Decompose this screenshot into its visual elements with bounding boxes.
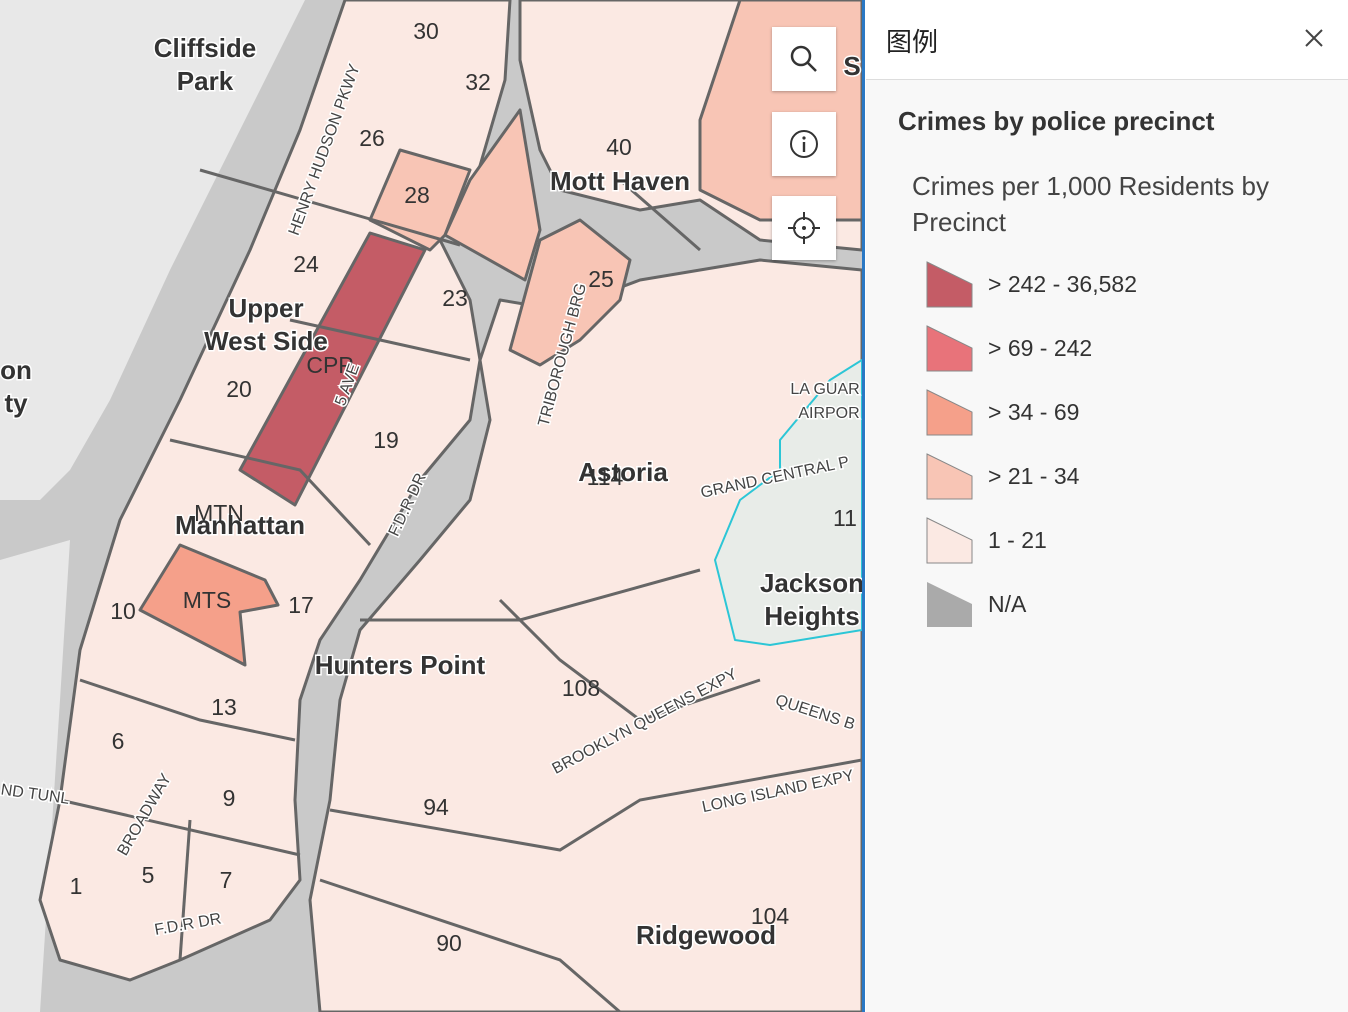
precinct-label: 23 (442, 285, 468, 311)
precinct-label: 104 (751, 903, 790, 929)
place-label: Cliffside (154, 33, 257, 63)
legend-swatch (926, 517, 973, 564)
legend-swatch (926, 325, 973, 372)
place-label: Hunters Point (315, 650, 486, 680)
legend-label: N/A (988, 591, 1027, 617)
legend-panel: 图例 > 242 - 36,582 > 69 - 242 > 34 - 69 > 21… (866, 0, 1348, 1012)
panel-header: 图例 (866, 0, 1348, 80)
precinct-label: MTS (183, 587, 232, 613)
boundary (289, 318, 471, 362)
panel-title: 图例 (886, 28, 939, 58)
precinct (508, 218, 632, 367)
precinct-label: 26 (359, 125, 385, 151)
precinct (238, 231, 427, 507)
boundary (199, 168, 461, 247)
place-label: Heights (764, 601, 859, 631)
precinct-label: 40 (606, 134, 632, 160)
place-label: on (0, 355, 32, 385)
precinct-label: 24 (293, 251, 319, 277)
airport-area (714, 359, 862, 646)
precinct-label: CPP (306, 352, 353, 378)
legend-swatch (926, 261, 973, 308)
legend-label: > 21 - 34 (988, 463, 1080, 489)
boundary (59, 798, 301, 857)
road-label: LA GUAR (790, 381, 859, 398)
legend-swatch (927, 582, 972, 627)
precinct (138, 543, 280, 667)
boundary (619, 178, 701, 252)
field-title: Crimes per 1,000 Residents by Precinct (912, 171, 1269, 237)
precinct-label: 6 (112, 728, 125, 754)
place-label: ty (4, 388, 28, 418)
boundary (319, 878, 621, 1012)
precinct-label: 108 (562, 675, 600, 701)
place-label: Astoria (578, 457, 668, 487)
place-label: S (843, 51, 860, 81)
place-label: Ridgewood (636, 920, 776, 950)
boundary (79, 678, 296, 742)
precinct-label: 28 (404, 182, 430, 208)
precinct-label: 10 (110, 598, 136, 624)
legend-swatch (926, 389, 973, 436)
precinct-label: 7 (220, 867, 233, 893)
close-button[interactable] (1302, 26, 1326, 50)
legend-label: > 69 - 242 (988, 335, 1092, 361)
precinct-label: 32 (465, 69, 491, 95)
legend-swatch (926, 453, 973, 500)
place-label: Upper (228, 293, 303, 323)
place-label: West Side (204, 326, 328, 356)
place-label: Mott Haven (550, 166, 690, 196)
boundary (169, 438, 372, 547)
precinct-label: 20 (226, 376, 252, 402)
precinct-label: 5 (142, 862, 155, 888)
precinct (443, 108, 542, 282)
legend-swatches: > 242 - 36,582 > 69 - 242 > 34 - 69 > 21 - … (926, 261, 1137, 627)
precinct-label: MTN (194, 500, 244, 526)
locate-button[interactable] (772, 196, 836, 260)
precinct-label: 90 (436, 930, 462, 956)
queens (308, 258, 862, 1012)
precinct-label: 30 (413, 18, 439, 44)
boundary (178, 819, 192, 961)
boundary (498, 598, 761, 722)
boundary (329, 758, 862, 852)
precinct-label: 25 (588, 266, 614, 292)
precinct-label: 11 (833, 505, 857, 531)
nj-land (0, 0, 305, 500)
precinct-label: 19 (373, 427, 399, 453)
legend-label: 1 - 21 (988, 527, 1047, 553)
legend-label: > 34 - 69 (988, 399, 1079, 425)
search-button[interactable] (772, 27, 836, 91)
precinct-label: 9 (223, 785, 236, 811)
place-label: Park (177, 66, 234, 96)
precinct-label: 13 (211, 694, 237, 720)
road-label: AIRPOR (798, 405, 859, 422)
nj-land (0, 540, 70, 1012)
precinct-label: 17 (288, 592, 314, 618)
place-label: Manhattan (175, 510, 305, 540)
place-label: Jackson (760, 568, 862, 598)
precinct-label: 114 (587, 464, 624, 490)
legend-label: > 242 - 36,582 (988, 271, 1137, 297)
layer-title: Crimes by police precinct (898, 106, 1215, 136)
precinct-label: 1 (70, 873, 83, 899)
info-button[interactable] (772, 112, 836, 176)
precinct-label: 94 (423, 794, 449, 820)
divider (862, 0, 865, 1012)
